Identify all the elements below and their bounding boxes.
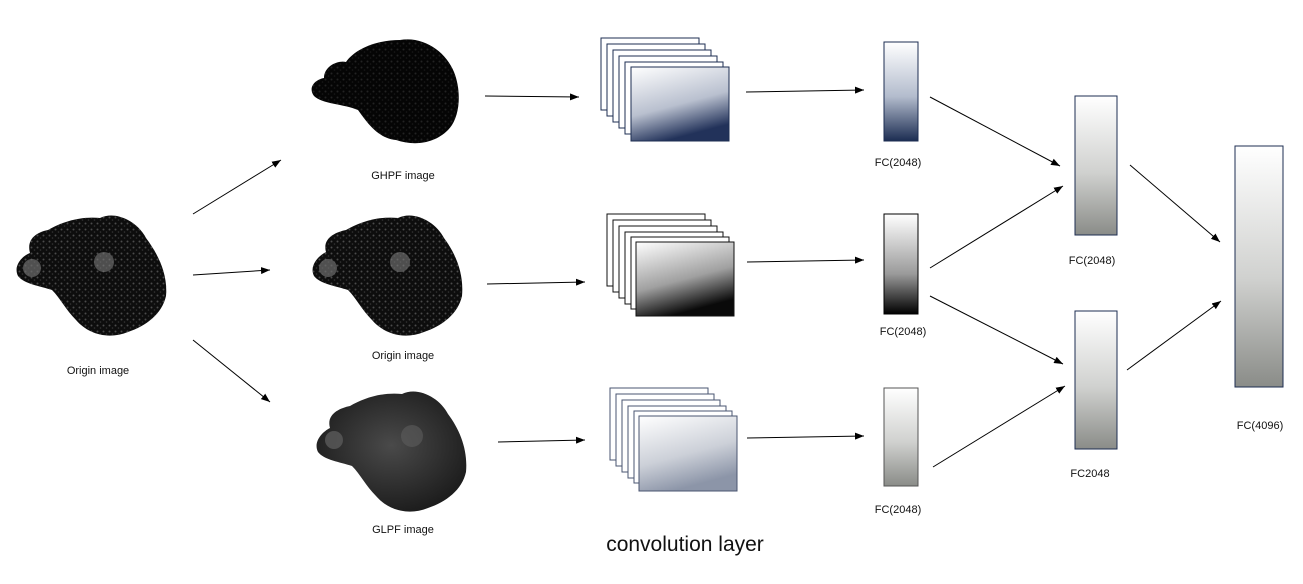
- label-convolution-layer: convolution layer: [606, 533, 764, 556]
- label-fc-bot: FC(2048): [874, 504, 922, 516]
- image-to-conv-arrows: [484, 93, 586, 444]
- fc-block-bot: [883, 387, 919, 487]
- label-fc-merge-top: FC(2048): [1068, 255, 1116, 267]
- label-glpf-image: GLPF image: [372, 524, 434, 536]
- origin-image-mid: [312, 215, 463, 336]
- glpf-image: [316, 391, 467, 512]
- fc-final: [1234, 145, 1284, 388]
- fc-block-mid: [883, 213, 919, 315]
- fc-to-merge-arrows: [929, 96, 1066, 468]
- label-fc-final: FC(4096): [1236, 420, 1284, 432]
- label-fc-mid: FC(2048): [879, 326, 927, 338]
- ghpf-image: [311, 39, 459, 144]
- label-ghpf-image: GHPF image: [371, 170, 435, 182]
- origin-image-left: [16, 215, 167, 336]
- conv-stack-top: [600, 37, 730, 142]
- conv-to-fc-arrows: [745, 86, 865, 440]
- fc-merge-top: [1074, 95, 1118, 236]
- input-arrows: [192, 159, 282, 403]
- label-origin-image-left: Origin image: [66, 365, 130, 377]
- fc-merge-bot: [1074, 310, 1118, 450]
- fc-block-top: [883, 41, 919, 142]
- label-origin-image-mid: Origin image: [371, 350, 435, 362]
- label-fc-top: FC(2048): [874, 157, 922, 169]
- conv-stack-bot: [609, 387, 738, 492]
- label-fc-merge-bot: FC2048: [1070, 468, 1110, 480]
- conv-stack-mid: [606, 213, 735, 317]
- merge-to-final-arrows: [1126, 164, 1222, 371]
